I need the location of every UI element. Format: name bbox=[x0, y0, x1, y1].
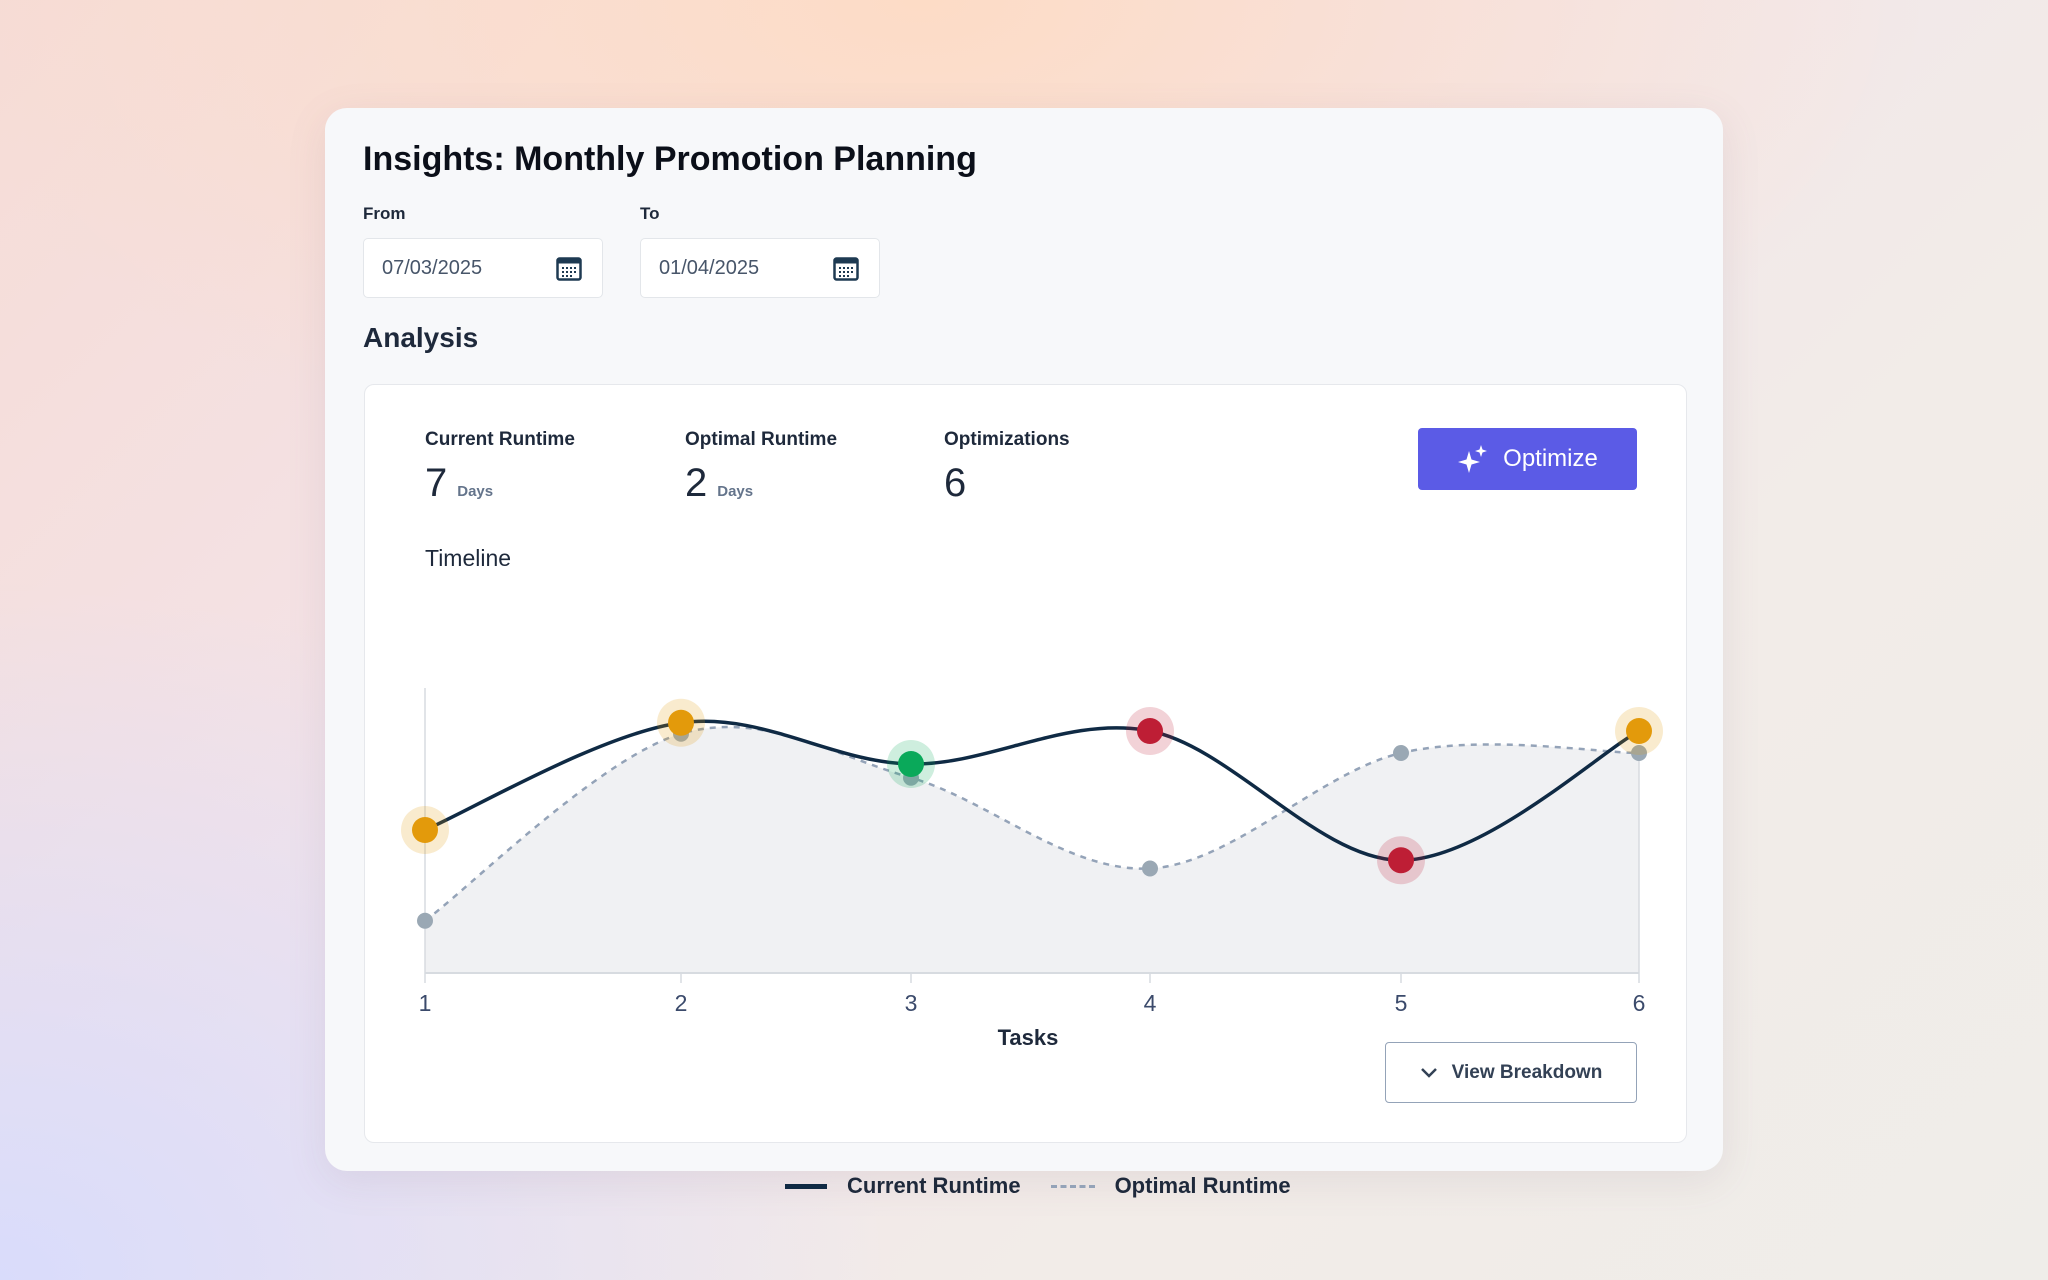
current-point bbox=[1137, 718, 1163, 744]
timeline-chart: 1 2 3 4 5 6 Tasks bbox=[401, 688, 1663, 1050]
current-point bbox=[1388, 847, 1414, 874]
x-tick-label: 6 bbox=[1633, 990, 1646, 1016]
page-title: Insights: Monthly Promotion Planning bbox=[363, 140, 977, 178]
stat-value: 7 bbox=[425, 461, 448, 505]
current-point bbox=[412, 817, 438, 843]
insights-card: Insights: Monthly Promotion Planning Fro… bbox=[325, 108, 1723, 1198]
from-label: From bbox=[363, 204, 406, 223]
stat-label: Optimal Runtime bbox=[685, 429, 838, 450]
from-date-value: 07/03/2025 bbox=[382, 257, 483, 279]
x-tick-label: 2 bbox=[675, 990, 688, 1016]
stat-value: 2 bbox=[685, 461, 708, 505]
optimal-point bbox=[1142, 860, 1158, 877]
stat-current-runtime: Current Runtime 7 Days bbox=[425, 429, 575, 506]
legend-solid-line bbox=[785, 1183, 827, 1189]
legend-item-current: Current Runtime bbox=[785, 1173, 1021, 1199]
legend-item-optimal: Optimal Runtime bbox=[1050, 1173, 1291, 1199]
stat-optimizations: Optimizations 6 bbox=[944, 429, 1070, 506]
optimal-area bbox=[425, 727, 1639, 973]
stat-label: Optimizations bbox=[944, 429, 1070, 450]
chart-legend: Current Runtime Optimal Runtime bbox=[785, 1173, 1291, 1199]
current-point bbox=[668, 709, 694, 736]
stat-unit: Days bbox=[717, 483, 754, 500]
current-point bbox=[1626, 718, 1652, 744]
chevron-down-icon bbox=[1420, 1067, 1437, 1078]
stat-value: 6 bbox=[944, 461, 967, 505]
calendar-icon[interactable] bbox=[556, 256, 582, 282]
optimize-label: Optimize bbox=[1503, 445, 1598, 472]
legend-dashed-line bbox=[1050, 1184, 1095, 1188]
x-tick-label: 5 bbox=[1395, 990, 1408, 1016]
section-title: Analysis bbox=[363, 322, 479, 353]
optimal-runtime-line bbox=[424, 725, 1640, 922]
legend-label: Current Runtime bbox=[847, 1173, 1021, 1198]
view-breakdown-label: View Breakdown bbox=[1451, 1061, 1603, 1083]
view-breakdown-button[interactable]: View Breakdown bbox=[1385, 1042, 1637, 1103]
optimize-button[interactable]: Optimize bbox=[1418, 428, 1637, 490]
to-date-value: 01/04/2025 bbox=[659, 257, 760, 279]
x-tick-label: 3 bbox=[905, 990, 918, 1016]
x-tick-label: 4 bbox=[1144, 990, 1157, 1016]
x-axis-label: Tasks bbox=[998, 1025, 1059, 1050]
sparkles-icon bbox=[1458, 445, 1488, 473]
optimal-point bbox=[1393, 745, 1409, 761]
calendar-icon[interactable] bbox=[833, 256, 859, 282]
current-point bbox=[898, 751, 924, 777]
optimal-point bbox=[417, 912, 433, 929]
to-label: To bbox=[640, 204, 660, 223]
stat-label: Current Runtime bbox=[425, 429, 575, 450]
optimal-point bbox=[1631, 745, 1647, 761]
stat-optimal-runtime: Optimal Runtime 2 Days bbox=[685, 429, 837, 506]
current-runtime-line bbox=[424, 719, 1640, 863]
to-date-input[interactable]: 01/04/2025 bbox=[640, 238, 880, 298]
x-tick-label: 1 bbox=[419, 990, 432, 1016]
from-date-input[interactable]: 07/03/2025 bbox=[363, 238, 603, 298]
legend-label: Optimal Runtime bbox=[1114, 1173, 1291, 1198]
chart-title: Timeline bbox=[425, 545, 512, 571]
stat-unit: Days bbox=[457, 483, 494, 500]
